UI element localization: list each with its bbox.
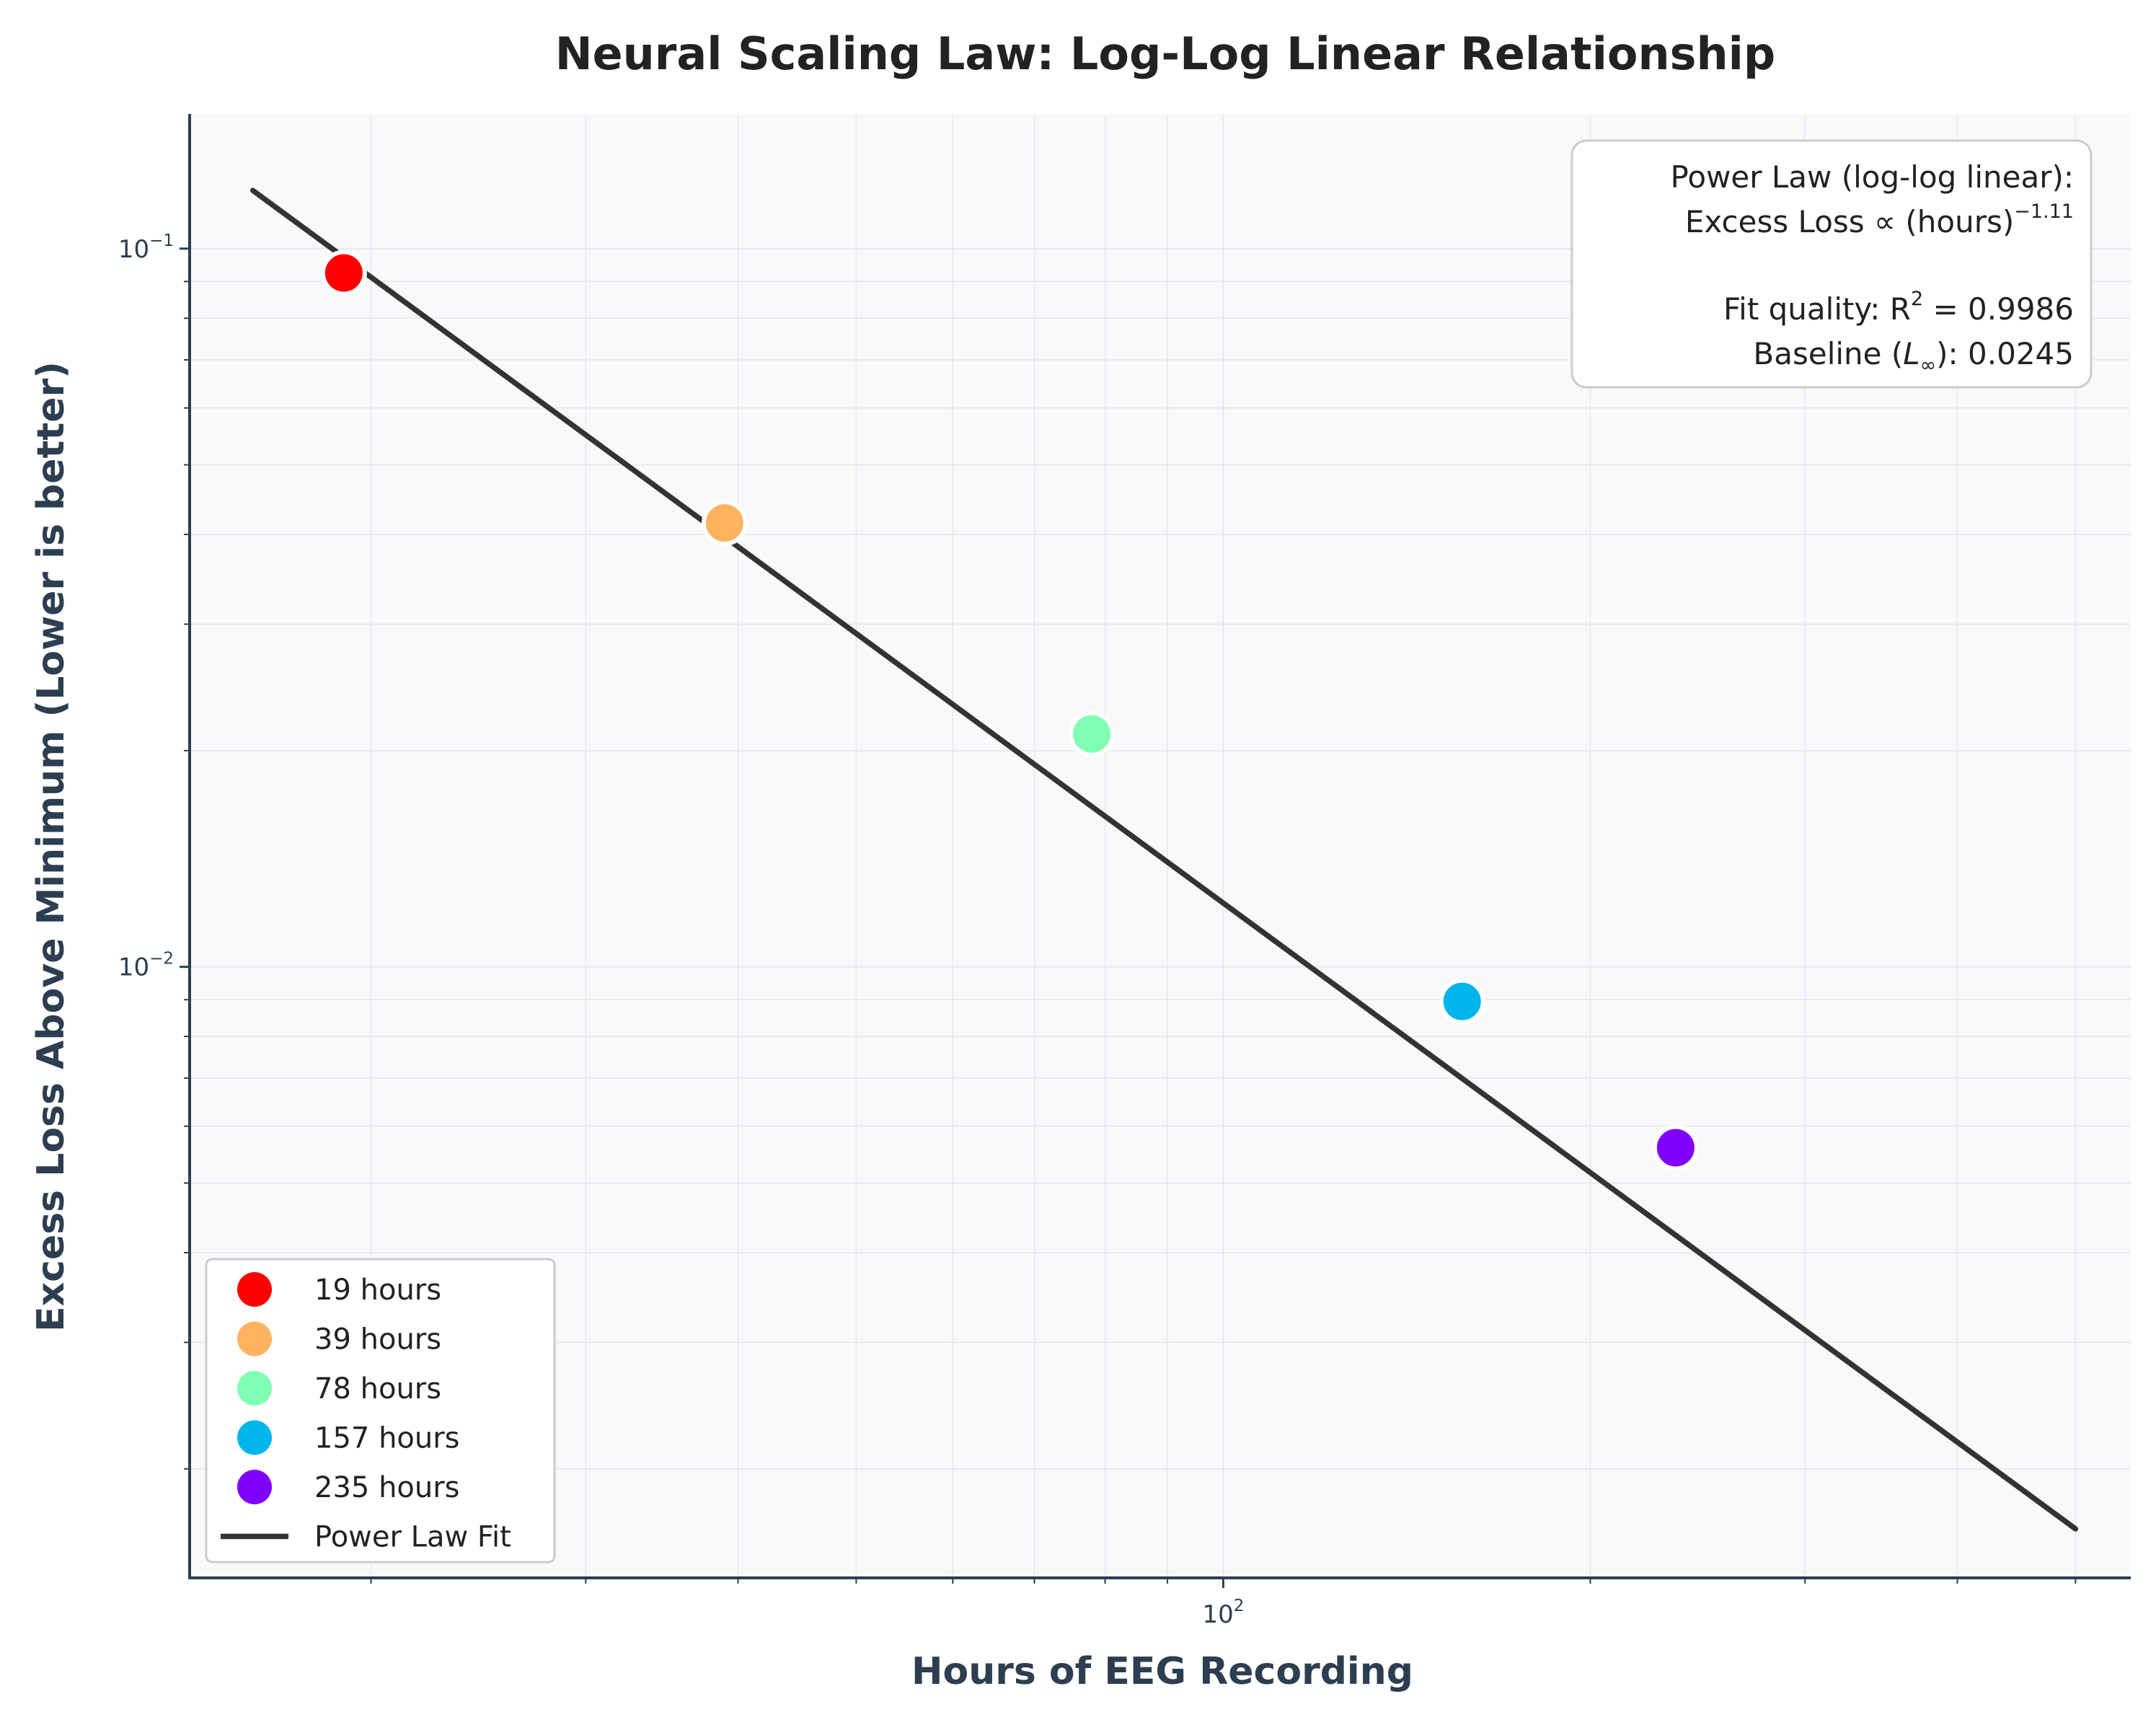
annotation-line-4-sub: ∞ (1920, 354, 1937, 376)
legend-marker (237, 1420, 272, 1455)
legend-label: 157 hours (314, 1422, 460, 1455)
legend-label: 235 hours (314, 1471, 460, 1504)
annotation-line-3: Fit quality: R2 = 0.9986 (1723, 288, 2074, 327)
chart-title: Neural Scaling Law: Log-Log Linear Relat… (555, 27, 1776, 80)
legend-label: 19 hours (314, 1274, 441, 1307)
data-point-78-hours (1068, 710, 1115, 757)
annotation-line-3-sup: 2 (1911, 288, 1923, 310)
legend-marker (237, 1321, 272, 1356)
grid-lines (190, 114, 2131, 1578)
legend-frame (205, 1258, 556, 1563)
legend-marker (237, 1371, 272, 1406)
annotation-line-2: Excess Loss ∝ (hours)−1.11 (1685, 200, 2074, 239)
legend-label: Power Law Fit (314, 1521, 511, 1554)
y-tick-label-exponent: −2 (149, 950, 174, 969)
data-point-39-hours (701, 500, 748, 547)
axes (188, 114, 2131, 1579)
y-tick-label: 10−2 (118, 950, 174, 982)
x-tick-label: 102 (1202, 1597, 1244, 1629)
legend: 19 hours 39 hours 78 hours 157 hours 235 hou… (205, 1258, 556, 1563)
annotation-frame (1570, 139, 2093, 389)
annotation-line-3-pre: Fit quality: R (1723, 291, 1911, 327)
y-axis-label: Excess Loss Above Minimum (Lower is bett… (30, 361, 73, 1332)
fit-annotation-box: Power Law (log-log linear): Excess Loss … (1570, 139, 2093, 389)
y-tick-label-base: 10 (118, 953, 149, 982)
x-tick-label-exponent: 2 (1234, 1597, 1245, 1615)
annotation-line-4: Baseline (L∞): 0.0245 (1753, 336, 2074, 376)
y-tick-label-exponent: −1 (149, 231, 174, 250)
annotation-line-4-symbol: L (1903, 336, 1919, 371)
y-tick-label: 10−1 (118, 231, 174, 264)
data-point-235-hours (1652, 1124, 1699, 1171)
annotation-line-2-exponent: −1.11 (2014, 200, 2074, 223)
annotation-line-4-post: ): 0.0245 (1936, 336, 2074, 371)
annotation-line-1: Power Law (log-log linear): (1671, 159, 2074, 195)
annotation-line-3-post: = 0.9986 (1923, 291, 2074, 327)
y-tick-label-base: 10 (118, 235, 149, 264)
x-tick-label-base: 10 (1202, 1600, 1233, 1629)
legend-label: 78 hours (314, 1372, 441, 1406)
legend-marker (237, 1470, 272, 1504)
annotation-line-2-base: Excess Loss ∝ (hours) (1685, 204, 2014, 239)
annotation-line-4-pre: Baseline ( (1753, 336, 1903, 371)
x-axis-label: Hours of EEG Recording (911, 1650, 1413, 1693)
data-point-157-hours (1439, 978, 1485, 1025)
data-point-19-hours (320, 250, 367, 296)
legend-marker (237, 1272, 272, 1307)
fit-layer (249, 188, 2079, 1532)
power-law-fit-line (249, 188, 2079, 1532)
legend-label: 39 hours (314, 1323, 441, 1356)
points-layer (320, 250, 1699, 1171)
